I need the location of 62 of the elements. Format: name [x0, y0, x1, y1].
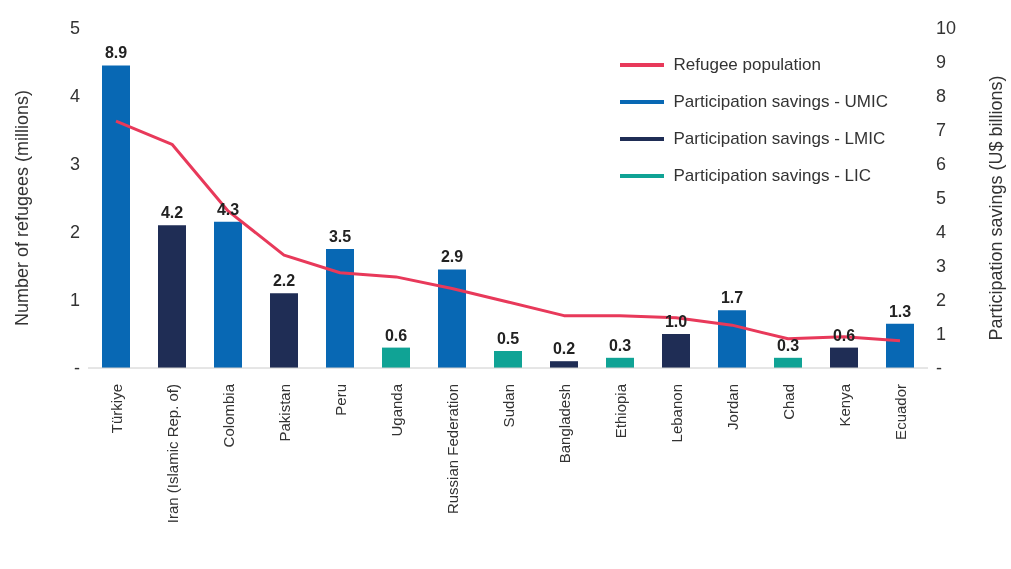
data-label: 8.9 — [104, 44, 128, 62]
y-tick-label: 5 — [69, 18, 80, 39]
y2-tick-label: 7 — [936, 120, 947, 141]
legend-label: Refugee population — [673, 54, 821, 75]
data-label: 0.2 — [552, 340, 576, 358]
x-tick-label: Russian Federation — [443, 384, 461, 515]
data-label: 0.6 — [384, 326, 408, 344]
bar — [438, 269, 466, 368]
y-tick-label: 3 — [69, 154, 80, 175]
bar — [382, 347, 410, 368]
y2-tick-label: 5 — [936, 188, 947, 209]
legend-label: Participation savings - LIC — [673, 165, 872, 186]
y-tick-label: 2 — [69, 222, 80, 243]
y2-tick-label: 4 — [936, 222, 947, 243]
data-label: 0.3 — [776, 336, 800, 354]
data-label: 3.5 — [328, 228, 352, 245]
x-tick-label: Türkiye — [107, 384, 125, 434]
x-tick-label: Lebanon — [667, 384, 685, 443]
data-label: 2.9 — [440, 248, 464, 266]
y2-tick-label: 10 — [936, 18, 957, 39]
x-tick-label: Sudan — [499, 384, 517, 428]
bar — [494, 351, 522, 368]
x-tick-label: Jordan — [723, 384, 741, 430]
x-tick-label: Uganda — [387, 383, 405, 437]
y-tick-label: 4 — [69, 86, 80, 107]
legend-label: Participation savings - UMIC — [673, 91, 888, 112]
data-label: 0.5 — [496, 330, 520, 347]
data-label: 1.3 — [888, 302, 912, 320]
x-tick-label: Bangladesh — [555, 384, 573, 464]
x-tick-label: Iran (Islamic Rep. of) — [163, 384, 181, 524]
bar — [214, 221, 242, 368]
y2-tick-label: 8 — [936, 86, 947, 107]
y2-axis-title: Participation savings (U$ billions) — [985, 75, 1007, 341]
bar — [270, 293, 298, 368]
y-axis-title: Number of refugees (millions) — [11, 89, 33, 327]
bar — [662, 334, 690, 368]
data-label: 1.7 — [720, 289, 744, 307]
legend-label: Participation savings - LMIC — [673, 128, 886, 149]
y2-tick-label: 2 — [936, 290, 947, 311]
bar — [830, 347, 858, 368]
y2-tick-label: 6 — [936, 154, 947, 175]
x-tick-label: Colombia — [219, 383, 237, 448]
y2-tick-label: - — [936, 358, 942, 379]
bar — [718, 310, 746, 368]
data-label: 2.2 — [272, 272, 296, 290]
y2-tick-label: 1 — [936, 324, 947, 345]
y2-tick-label: 9 — [936, 52, 947, 73]
x-tick-label: Kenya — [835, 383, 853, 427]
x-tick-label: Chad — [779, 384, 797, 420]
bar — [158, 225, 186, 368]
data-label: 4.2 — [160, 204, 184, 222]
x-tick-label: Ecuador — [891, 384, 909, 440]
y-tick-label: - — [74, 358, 80, 379]
y-tick-label: 1 — [69, 290, 80, 311]
x-tick-label: Peru — [331, 384, 349, 416]
bar — [326, 249, 354, 368]
y2-tick-label: 3 — [936, 256, 947, 277]
x-tick-label: Pakistan — [275, 384, 293, 442]
x-tick-label: Ethiopia — [611, 383, 629, 439]
bar — [102, 65, 130, 368]
data-label: 0.3 — [608, 336, 632, 354]
bar — [886, 323, 914, 368]
